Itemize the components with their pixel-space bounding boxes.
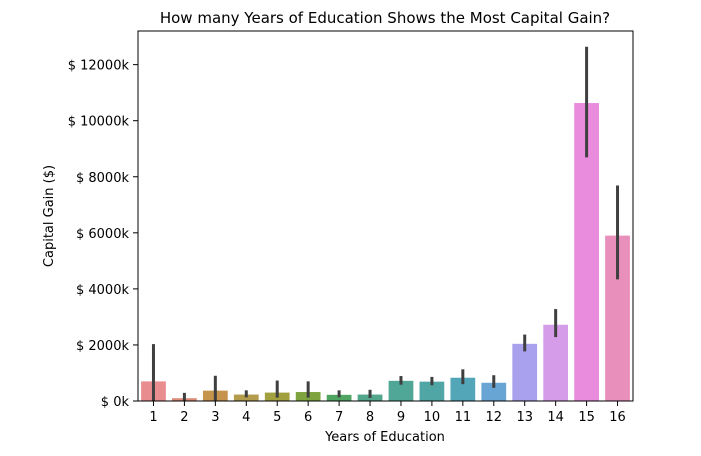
y-tick-label-4000: $ 4000k <box>76 283 129 298</box>
bar-14 <box>543 324 569 401</box>
y-tick-label-10000: $ 10000k <box>68 115 130 130</box>
x-tick-label-1: 1 <box>149 410 157 425</box>
y-tick-label-6000: $ 6000k <box>76 227 129 242</box>
bar-13 <box>512 343 538 401</box>
x-tick-label-7: 7 <box>335 410 343 425</box>
x-axis: 1 2 3 4 5 6 7 8 9 10 11 12 13 14 15 16 <box>149 401 626 425</box>
x-tick-label-9: 9 <box>397 410 405 425</box>
bar-7 <box>326 394 352 401</box>
x-tick-label-5: 5 <box>273 410 281 425</box>
x-tick-label-15: 15 <box>578 410 595 425</box>
x-tick-label-3: 3 <box>211 410 219 425</box>
y-tick-label-12000: $ 12000k <box>68 59 130 74</box>
x-tick-label-6: 6 <box>304 410 312 425</box>
x-tick-label-4: 4 <box>242 410 250 425</box>
x-tick-label-14: 14 <box>547 410 564 425</box>
x-tick-label-13: 13 <box>516 410 533 425</box>
x-tick-label-16: 16 <box>609 410 626 425</box>
bar-4 <box>233 394 259 401</box>
y-tick-label-2000: $ 2000k <box>76 339 129 354</box>
x-tick-label-11: 11 <box>455 410 472 425</box>
y-axis-label: Capital Gain ($) <box>42 165 57 267</box>
bar-11 <box>450 377 476 401</box>
x-tick-label-10: 10 <box>424 410 441 425</box>
plot-area <box>141 46 630 402</box>
y-tick-label-0: $ 0k <box>101 395 130 410</box>
bar-12 <box>481 382 507 401</box>
x-axis-label: Years of Education <box>324 430 445 445</box>
x-tick-label-8: 8 <box>366 410 374 425</box>
bar-9 <box>388 380 414 401</box>
x-tick-label-12: 12 <box>486 410 503 425</box>
bar-10 <box>419 381 445 401</box>
chart-title: How many Years of Education Shows the Mo… <box>160 9 610 27</box>
plot-frame <box>137 30 634 402</box>
x-tick-label-2: 2 <box>180 410 188 425</box>
y-tick-label-8000: $ 8000k <box>76 171 129 186</box>
y-axis: $ 0k $ 2000k $ 4000k $ 6000k $ 8000k $ 10000k… <box>68 59 138 410</box>
